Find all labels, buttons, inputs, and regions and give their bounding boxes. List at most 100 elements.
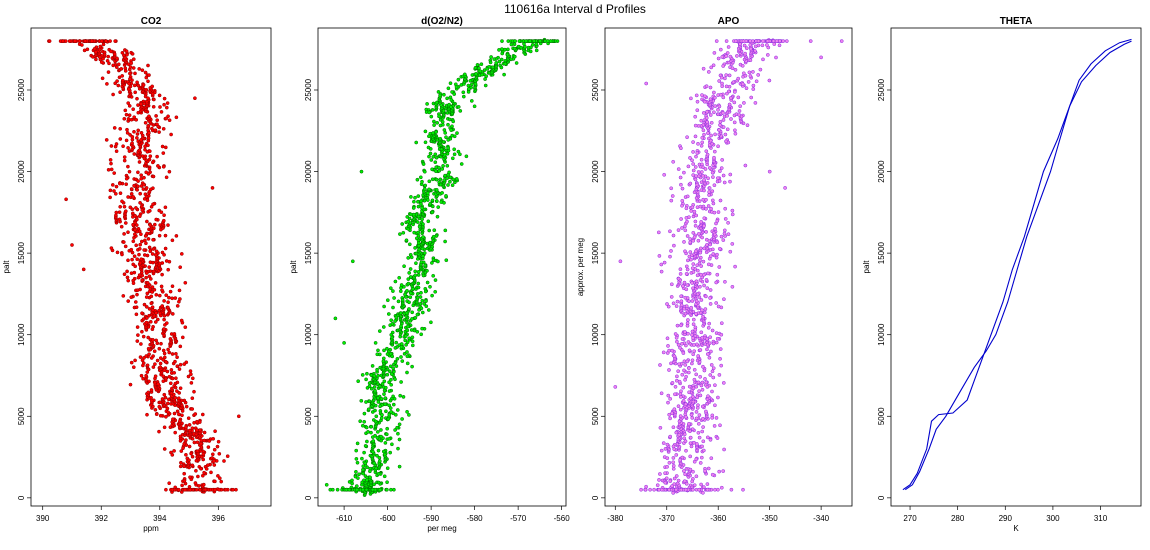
scatter-point (702, 310, 707, 315)
scatter-point (693, 123, 698, 128)
scatter-point (212, 459, 216, 463)
scatter-point (153, 320, 158, 324)
scatter-point (113, 39, 118, 43)
scatter-point (145, 412, 149, 417)
scatter-point (132, 152, 137, 156)
scatter-point (137, 273, 142, 277)
scatter-point (669, 295, 674, 299)
scatter-point (695, 151, 700, 155)
scatter-point (438, 93, 442, 98)
scatter-point (730, 66, 735, 71)
scatter-point (749, 46, 753, 51)
scatter-point (696, 141, 700, 146)
scatter-point (479, 62, 484, 67)
scatter-point (182, 362, 187, 366)
scatter-point (724, 139, 728, 144)
scatter-point (144, 354, 149, 358)
scatter-point (694, 372, 699, 377)
scatter-point (428, 201, 433, 206)
scatter-point (675, 299, 680, 304)
scatter-point (382, 474, 387, 479)
scatter-point (134, 243, 139, 248)
scatter-point (143, 234, 148, 238)
scatter-point (724, 39, 729, 43)
scatter-point (407, 271, 412, 275)
scatter-point (715, 336, 720, 341)
scatter-point (158, 105, 162, 109)
scatter-point (733, 39, 738, 43)
y-tick-label: 15000 (877, 241, 886, 264)
scatter-point (454, 85, 459, 89)
scatter-point (438, 123, 443, 128)
scatter-point (190, 376, 195, 381)
scatter-point (698, 258, 702, 263)
scatter-point (417, 308, 421, 312)
scatter-point (140, 311, 144, 316)
scatter-point (389, 318, 394, 323)
scatter-point (400, 417, 404, 421)
scatter-point (485, 66, 490, 71)
y-tick-label: 20000 (877, 160, 886, 183)
scatter-point (161, 151, 166, 155)
scatter-point (701, 364, 705, 369)
scatter-point (124, 49, 129, 54)
scatter-point (442, 128, 447, 132)
scatter-point (707, 165, 712, 170)
scatter-point (415, 295, 420, 300)
scatter-point (733, 264, 737, 269)
panel-title: d(O2/N2) (421, 16, 463, 27)
scatter-point (199, 441, 203, 446)
scatter-point (161, 348, 166, 353)
scatter-point (777, 43, 782, 48)
scatter-point (735, 54, 739, 58)
scatter-point (661, 441, 666, 445)
scatter-point (155, 317, 160, 322)
scatter-point (399, 324, 403, 329)
scatter-point (386, 312, 391, 316)
x-tick-label: -360 (710, 514, 727, 523)
scatter-point (400, 222, 405, 226)
scatter-point (122, 232, 126, 236)
scatter-point (681, 399, 686, 403)
scatter-point (719, 332, 724, 337)
y-tick-label: 5000 (304, 407, 313, 425)
scatter-point (361, 467, 365, 472)
scatter-point (665, 456, 670, 461)
scatter-point (710, 369, 715, 374)
scatter-point (231, 487, 235, 492)
scatter-point (702, 283, 706, 288)
scatter-point (144, 271, 149, 275)
scatter-point (147, 352, 151, 357)
scatter-point (157, 346, 162, 351)
scatter-point (444, 258, 449, 263)
scatter-point (133, 71, 137, 76)
scatter-point (425, 191, 430, 196)
scatter-point (696, 170, 701, 174)
scatter-point (708, 302, 713, 306)
scatter-point (201, 457, 206, 462)
scatter-point (684, 304, 689, 309)
scatter-point (448, 175, 453, 180)
scatter-point (692, 209, 697, 214)
y-tick-label: 15000 (591, 241, 600, 264)
scatter-point (180, 413, 184, 418)
scatter-point (382, 348, 386, 353)
scatter-point (699, 118, 704, 123)
scatter-point (439, 200, 444, 204)
scatter-point (162, 425, 167, 430)
scatter-point (141, 83, 146, 87)
scatter-point (135, 288, 140, 293)
scatter-point (129, 271, 134, 276)
scatter-point (175, 355, 179, 360)
scatter-point (674, 430, 679, 435)
scatter-point (727, 73, 732, 78)
scatter-point (704, 278, 709, 282)
scatter-point (137, 160, 142, 164)
scatter-point (706, 204, 711, 208)
scatter-point (164, 105, 169, 110)
scatter-point (712, 183, 717, 188)
scatter-point (721, 64, 726, 68)
scatter-point (80, 43, 84, 47)
scatter-point (131, 281, 136, 286)
scatter-point (151, 269, 156, 274)
